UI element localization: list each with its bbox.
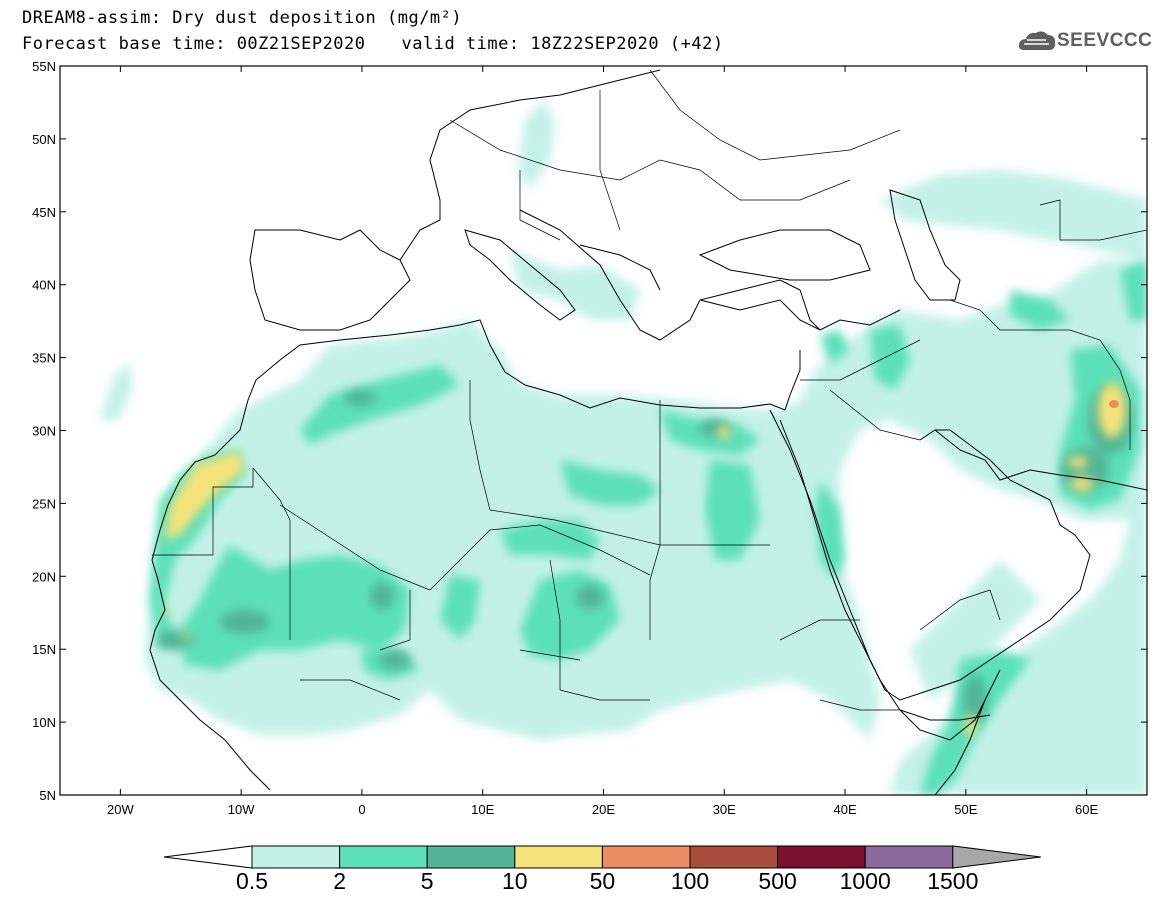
colorbar-tick-label: 2: [333, 868, 346, 894]
colorbar-tick-label: 0.5: [236, 868, 268, 894]
colorbar-tick-label: 1500: [927, 868, 979, 894]
colorbar-box: [426, 845, 516, 869]
lat-tick-label: 30N: [32, 424, 56, 439]
colorbar-tick-label: 500: [758, 868, 797, 894]
longitude-axis: 20W 10W 0 10E 20E 30E 40E 50E 60E: [107, 66, 1099, 817]
lat-tick-label: 45N: [32, 205, 56, 220]
lat-tick-label: 35N: [32, 351, 56, 366]
lon-tick-label: 30E: [713, 802, 736, 817]
base-time: Forecast base time: 00Z21SEP2020: [22, 34, 366, 54]
lon-tick-label: 10W: [228, 802, 255, 817]
seevccc-logo-text: SEEVCCC: [1057, 30, 1153, 51]
map-title: DREAM8-assim: Dry dust deposition (mg/m²…: [22, 8, 463, 28]
colorbar-tick-label: 5: [420, 868, 434, 894]
lon-tick-label: 20W: [107, 802, 134, 817]
lon-tick-label: 0: [358, 802, 365, 817]
lon-tick-label: 20E: [592, 802, 615, 817]
dust-field-high: [165, 382, 1126, 738]
colorbar-under-triangle: [163, 845, 253, 869]
lat-tick-label: 50N: [32, 132, 56, 147]
lon-tick-label: 40E: [833, 802, 856, 817]
lat-tick-label: 55N: [32, 59, 56, 74]
lon-tick-label: 50E: [954, 802, 977, 817]
coastlines: [149, 69, 1147, 795]
colorbar-box: [777, 845, 866, 869]
colorbar-box: [514, 845, 603, 869]
colorbar-tick-label: 50: [589, 868, 616, 894]
colorbar-box: [339, 845, 428, 869]
colorbar-box: [864, 845, 954, 869]
lat-tick-label: 20N: [32, 569, 56, 584]
cloud-icon: [1018, 31, 1056, 50]
dust-deposition-map: 55N 50N 45N 40N 35N 30N 25N 20N 15N 10N 5N 20W 10W 0…: [32, 59, 1148, 817]
lat-tick-label: 15N: [32, 642, 56, 657]
colorbar-box: [689, 845, 779, 869]
colorbar-box: [601, 845, 691, 869]
colorbar: [163, 845, 1041, 869]
lon-tick-label: 10E: [471, 802, 494, 817]
colorbar-box: [251, 845, 341, 869]
valid-time: valid time: 18Z22SEP2020 (+42): [401, 34, 724, 54]
map-subtitle: Forecast base time: 00Z21SEP2020 valid ti…: [22, 34, 724, 54]
country-borders: [152, 69, 1147, 711]
dust-field-medium: [150, 260, 1147, 795]
lat-tick-label: 40N: [32, 278, 56, 293]
lat-tick-label: 25N: [32, 496, 56, 511]
lat-tick-label: 5N: [39, 788, 56, 803]
colorbar-tick-label: 10: [502, 868, 528, 894]
lon-tick-label: 60E: [1075, 802, 1098, 817]
dust-field-very-high: [1109, 400, 1119, 408]
colorbar-tick-label: 100: [670, 868, 710, 894]
colorbar-over-triangle: [952, 845, 1041, 869]
colorbar-tick-label: 1000: [839, 868, 891, 894]
latitude-axis: 55N 50N 45N 40N 35N 30N 25N 20N 15N 10N 5N: [32, 59, 1147, 803]
lat-tick-label: 10N: [32, 715, 56, 730]
